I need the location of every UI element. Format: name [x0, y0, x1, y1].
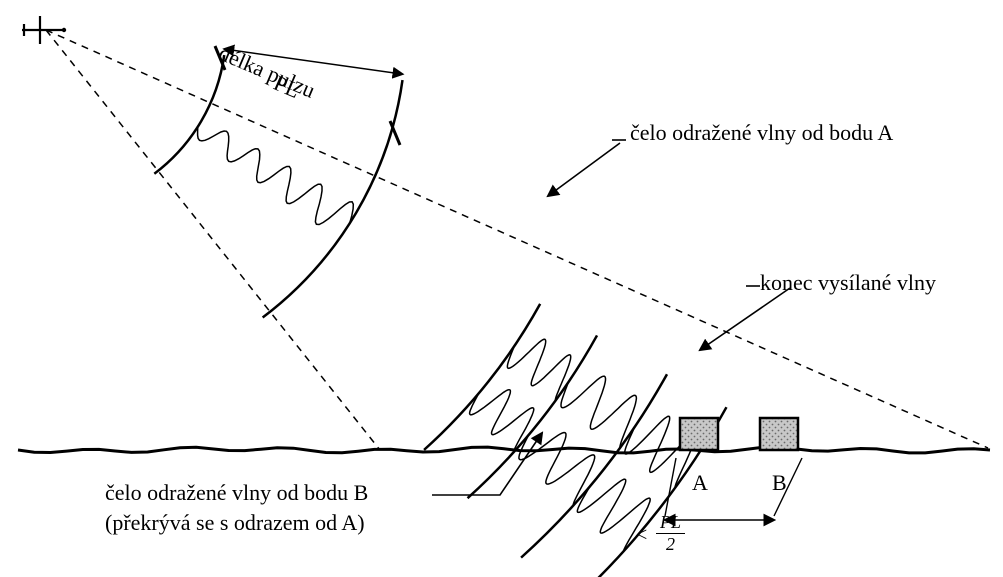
label-less-than: <	[636, 524, 647, 547]
label-target-A: A	[692, 470, 708, 495]
label-tx-end: konec vysílané vlny	[760, 270, 936, 295]
fraction-numerator: PL	[656, 512, 685, 534]
label-reflected-B-line2: (překrývá se s odrazem od A)	[105, 510, 365, 535]
label-reflected-A: čelo odražené vlny od bodu A	[630, 120, 893, 145]
label-reflected-B-line1: čelo odražené vlny od bodu B	[105, 480, 368, 505]
label-target-B: B	[772, 470, 787, 495]
label-PL-over-2: PL 2	[656, 512, 685, 554]
fraction-denominator: 2	[656, 534, 685, 555]
diagram-root: { "canvas": { "w": 1003, "h": 577 }, "co…	[0, 0, 1003, 577]
